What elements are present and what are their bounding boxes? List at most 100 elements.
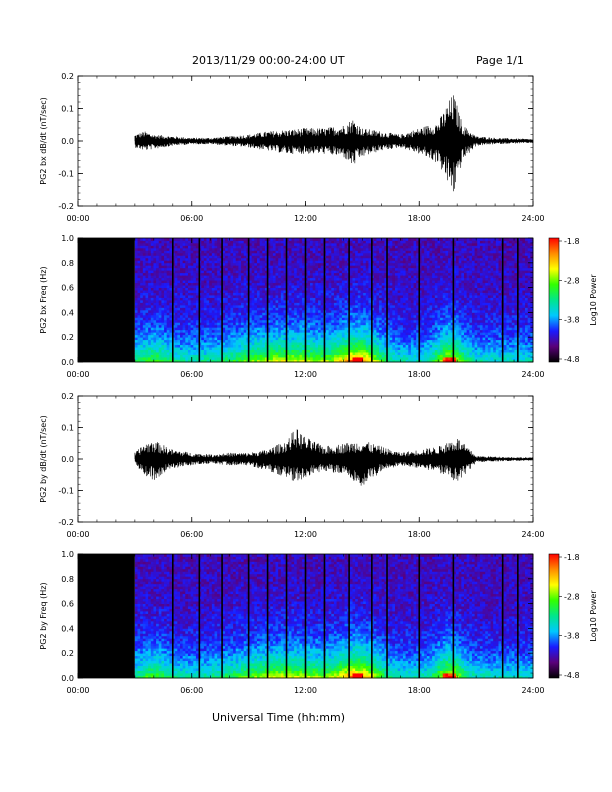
heatmap-cell: [140, 347, 144, 350]
heatmap-cell: [272, 250, 276, 254]
heatmap-cell: [344, 282, 348, 286]
heatmap-cell: [376, 282, 380, 286]
heatmap-cell: [182, 292, 186, 296]
heatmap-cell: [211, 359, 215, 363]
heatmap-cell: [381, 250, 385, 254]
heatmap-cell: [325, 342, 330, 346]
heatmap-cell: [381, 329, 385, 333]
heatmap-cell: [182, 342, 186, 346]
heatmap-cell: [286, 307, 290, 311]
x-tick-label: 12:00: [294, 214, 317, 223]
heatmap-cell: [230, 277, 234, 281]
heatmap-cell: [294, 295, 298, 298]
heatmap-cell: [182, 347, 186, 350]
heatmap-cell: [294, 322, 298, 326]
heatmap-cell: [195, 240, 199, 244]
heatmap-cell: [145, 359, 149, 363]
heatmap-cell: [379, 354, 383, 358]
heatmap-cell: [270, 309, 274, 313]
heatmap-cell: [161, 319, 165, 323]
heatmap-cell: [296, 304, 300, 308]
heatmap-cell: [137, 344, 141, 348]
heatmap-cell: [381, 319, 385, 323]
heatmap-cell: [296, 282, 300, 286]
heatmap-cell: [206, 260, 210, 264]
heatmap-cell: [360, 245, 364, 249]
heatmap-cell: [339, 312, 343, 316]
heatmap-cell: [355, 302, 359, 306]
heatmap-cell: [203, 245, 207, 249]
heatmap-cell: [238, 282, 242, 286]
heatmap-cell: [376, 295, 380, 298]
heatmap-cell: [243, 290, 247, 293]
heatmap-cell: [185, 304, 189, 308]
heatmap-cell: [190, 354, 194, 358]
heatmap-cell: [174, 302, 178, 306]
heatmap-cell: [291, 245, 295, 249]
heatmap-cell: [193, 337, 197, 341]
heatmap-cell: [180, 270, 184, 274]
heatmap-cell: [379, 344, 383, 348]
heatmap-cell: [158, 304, 162, 308]
heatmap-cell: [278, 292, 282, 296]
heatmap-cell: [302, 319, 306, 323]
heatmap-cell: [254, 314, 258, 318]
heatmap-cell: [291, 280, 295, 284]
heatmap-cell: [259, 309, 263, 313]
heatmap-cell: [148, 260, 152, 264]
heatmap-cell: [294, 245, 298, 249]
heatmap-cell: [360, 252, 364, 256]
heatmap-cell: [251, 334, 255, 338]
heatmap-cell: [264, 282, 268, 286]
heatmap-cell: [286, 334, 290, 338]
heatmap-cell: [339, 255, 343, 259]
heatmap-cell: [227, 322, 231, 326]
heatmap-cell: [376, 292, 380, 296]
heatmap-cell: [256, 282, 261, 286]
heatmap-cell: [264, 324, 268, 328]
heatmap-cell: [206, 334, 210, 338]
heatmap-cell: [185, 255, 189, 259]
heatmap-cell: [331, 270, 335, 274]
heatmap-cell: [341, 317, 345, 321]
heatmap-cell: [222, 247, 226, 251]
heatmap-cell: [349, 302, 353, 306]
heatmap-cell: [134, 290, 138, 293]
heatmap-cell: [352, 240, 356, 244]
heatmap-cell: [294, 280, 298, 284]
heatmap-cell: [158, 262, 162, 266]
heatmap-cell: [211, 307, 215, 311]
heatmap-cell: [187, 270, 192, 274]
heatmap-cell: [376, 267, 380, 271]
heatmap-cell: [272, 359, 276, 363]
heatmap-cell: [312, 292, 316, 296]
heatmap-cell: [357, 357, 361, 360]
heatmap-cell: [156, 359, 160, 363]
heatmap-cell: [158, 337, 162, 341]
heatmap-cell: [206, 349, 210, 353]
heatmap-cell: [243, 329, 247, 333]
heatmap-cell: [310, 260, 314, 264]
heatmap-cell: [174, 297, 178, 301]
heatmap-cell: [278, 270, 282, 274]
heatmap-cell: [259, 282, 263, 286]
heatmap-cell: [222, 317, 226, 321]
heatmap-cell: [211, 242, 215, 246]
heatmap-cell: [142, 329, 146, 333]
heatmap-cell: [180, 277, 184, 281]
heatmap-cell: [158, 295, 162, 298]
heatmap-cell: [328, 324, 332, 328]
heatmap-cell: [331, 317, 335, 321]
heatmap-cell: [318, 250, 322, 254]
heatmap-cell: [225, 314, 229, 318]
heatmap-cell: [174, 275, 178, 279]
heatmap-cell: [241, 319, 245, 323]
heatmap-cell: [201, 240, 205, 244]
heatmap-cell: [211, 317, 215, 321]
heatmap-cell: [328, 255, 332, 259]
heatmap-cell: [201, 304, 205, 308]
heatmap-cell: [280, 344, 284, 348]
heatmap-cell: [272, 342, 276, 346]
heatmap-cell: [225, 260, 229, 264]
heatmap-cell: [164, 247, 168, 251]
